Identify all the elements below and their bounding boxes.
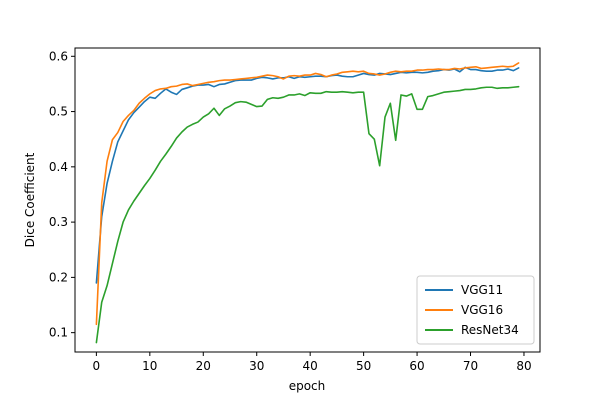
y-axis-label: Dice Coefficient xyxy=(23,152,37,247)
x-tick-label: 80 xyxy=(516,359,531,373)
legend-box xyxy=(416,275,535,345)
x-tick-label: 40 xyxy=(303,359,318,373)
plot-area xyxy=(95,62,520,344)
y-axis: 0.1 0.2 0.3 0.4 0.5 0.6 xyxy=(49,49,75,340)
y-tick-label: 0.1 xyxy=(49,326,68,340)
x-tick-label: 20 xyxy=(196,359,211,373)
y-tick-label: 0.5 xyxy=(49,105,68,119)
x-tick-label: 10 xyxy=(142,359,157,373)
x-tick-label: 0 xyxy=(93,359,101,373)
x-tick-label: 30 xyxy=(249,359,264,373)
legend-label-vgg11: VGG11 xyxy=(461,283,503,297)
axes-frame xyxy=(74,47,541,353)
y-tick-label: 0.6 xyxy=(49,49,68,63)
x-tick-label: 60 xyxy=(409,359,424,373)
series-line-vgg16 xyxy=(95,62,520,326)
x-axis-label: epoch xyxy=(289,379,326,393)
y-tick-label: 0.3 xyxy=(49,215,68,229)
series-line-vgg11 xyxy=(95,66,520,284)
series-line-resnet34 xyxy=(95,85,520,344)
legend-label-resnet34: ResNet34 xyxy=(461,323,519,337)
y-tick-label: 0.4 xyxy=(49,160,68,174)
x-axis: 0 10 20 30 40 50 60 70 80 xyxy=(93,352,532,373)
x-tick-label: 50 xyxy=(356,359,371,373)
x-tick-label: 70 xyxy=(463,359,478,373)
legend: VGG11 VGG16 ResNet34 xyxy=(416,275,535,345)
y-tick-label: 0.2 xyxy=(49,270,68,284)
legend-label-vgg16: VGG16 xyxy=(461,303,503,317)
